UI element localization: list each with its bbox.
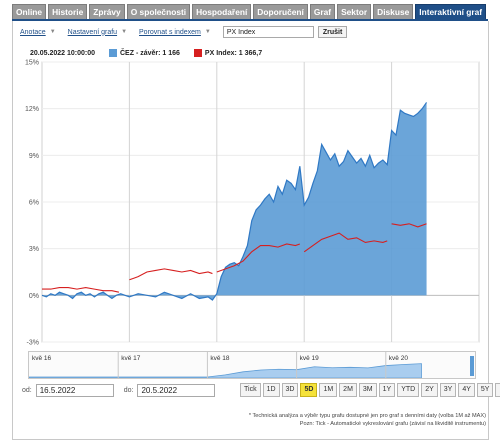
compare-index-link[interactable]: Porovnat s indexem (139, 28, 201, 36)
legend-item-px: PX Index: 1 366,7 (193, 49, 263, 57)
legend-label-cez: ČEZ - závěr: 1 166 (120, 49, 180, 57)
range-button-3d[interactable]: 3D (281, 383, 299, 397)
y-tick-label: 6% (29, 200, 39, 207)
tab-hospodaření[interactable]: Hospodaření (192, 4, 252, 20)
range-button-tick[interactable]: Tick (240, 383, 261, 397)
compare-index-input[interactable] (222, 26, 314, 38)
chevron-down-icon[interactable]: ▼ (121, 29, 128, 35)
footnote-tick: Pozn: Tick - Automatické vykreslování gr… (299, 421, 486, 427)
tab-graf[interactable]: Graf (309, 4, 336, 20)
cancel-compare-button[interactable]: Zrušit (317, 26, 348, 38)
range-button-1d[interactable]: 1D (262, 383, 280, 397)
tab-online[interactable]: Online (12, 4, 47, 20)
chart-settings-link[interactable]: Nastavení grafu (67, 28, 118, 36)
series-line-px (42, 223, 427, 293)
range-button-2y[interactable]: 2Y (421, 383, 438, 397)
tab-o-společnosti[interactable]: O společnosti (126, 4, 191, 20)
x-tick-label: kvě 20 (389, 355, 409, 362)
y-tick-label: 15% (25, 60, 39, 67)
range-button-1m[interactable]: 1M (319, 383, 338, 397)
x-tick-label: kvě 16 (32, 355, 52, 362)
x-tick-label: kvě 17 (121, 355, 141, 362)
tab-diskuse[interactable]: Diskuse (373, 4, 414, 20)
y-tick-label: 3% (29, 246, 39, 253)
range-button-5y[interactable]: 5Y (476, 383, 494, 397)
tab-underline (12, 19, 488, 21)
tab-bar: Online Historie Zprávy O společnosti Hospoda… (12, 4, 488, 20)
y-tick-label: 12% (25, 106, 39, 113)
navigator-svg[interactable]: kvě 16 kvě 17 kvě 18 kvě 19 kvě 20 (28, 352, 475, 379)
chevron-down-icon[interactable]: ▼ (204, 29, 211, 35)
main-chart-svg[interactable]: -3% 0% 3% 6% 9% 12% 15% (20, 58, 485, 346)
y-tick-label: 9% (29, 153, 39, 160)
legend-label-px: PX Index: 1 366,7 (204, 49, 263, 57)
y-tick-label: 0% (29, 293, 39, 300)
range-navigator[interactable]: kvě 16 kvě 17 kvě 18 kvě 19 kvě 20 (28, 351, 476, 379)
x-tick-label: kvě 18 (210, 355, 230, 362)
legend-timestamp: 20.05.2022 10:00:00 (30, 49, 95, 57)
content-frame (12, 21, 489, 440)
to-date-input[interactable] (137, 383, 216, 397)
to-label: do: (123, 386, 134, 394)
range-button-max[interactable]: Max (495, 383, 500, 397)
from-date-input[interactable] (35, 383, 114, 397)
tab-doporučení[interactable]: Doporučení (253, 4, 308, 20)
tab-sektor[interactable]: Sektor (337, 4, 372, 20)
legend-swatch-cez (109, 49, 117, 57)
range-button-5d[interactable]: 5D (300, 383, 318, 397)
navigator-area (28, 363, 422, 379)
tab-historie[interactable]: Historie (48, 4, 88, 20)
chart-toolbar: Anotace ▼ Nastavení grafu ▼ Porovnat s i… (20, 25, 348, 39)
range-button-3y[interactable]: 3Y (439, 383, 457, 397)
series-line-cez (41, 102, 428, 301)
chart-legend: 20.05.2022 10:00:00 ČEZ - závěr: 1 166 P… (30, 47, 262, 59)
from-label: od: (22, 386, 32, 394)
tab-interaktivní-graf[interactable]: Interaktivní graf (415, 4, 487, 20)
series-area-cez (42, 102, 427, 300)
legend-swatch-px (193, 49, 202, 57)
range-button-2m[interactable]: 2M (339, 383, 357, 397)
range-buttons: Tick1D3D5D1M2M3M1YYTD2Y3Y4Y5YMax (238, 383, 500, 397)
date-range: od: do: (22, 383, 225, 397)
y-tick-label: -3% (27, 340, 39, 347)
tab-zprávy[interactable]: Zprávy (89, 4, 125, 20)
footnotes: * Technická analýza a výběr typu grafu d… (249, 412, 486, 428)
x-tick-label: kvě 19 (300, 355, 320, 362)
legend-item-cez: ČEZ - závěr: 1 166 (109, 49, 180, 57)
range-button-3m[interactable]: 3M (358, 383, 377, 397)
navigator-handle[interactable] (470, 356, 474, 376)
range-button-ytd[interactable]: YTD (397, 383, 420, 397)
range-button-1y[interactable]: 1Y (378, 383, 396, 397)
annotations-link[interactable]: Anotace (20, 28, 46, 36)
main-chart[interactable]: -3% 0% 3% 6% 9% 12% 15% (20, 58, 485, 346)
range-button-4y[interactable]: 4Y (458, 383, 475, 397)
chevron-down-icon[interactable]: ▼ (49, 29, 56, 35)
footnote-technical: * Technická analýza a výběr typu grafu d… (248, 413, 486, 419)
